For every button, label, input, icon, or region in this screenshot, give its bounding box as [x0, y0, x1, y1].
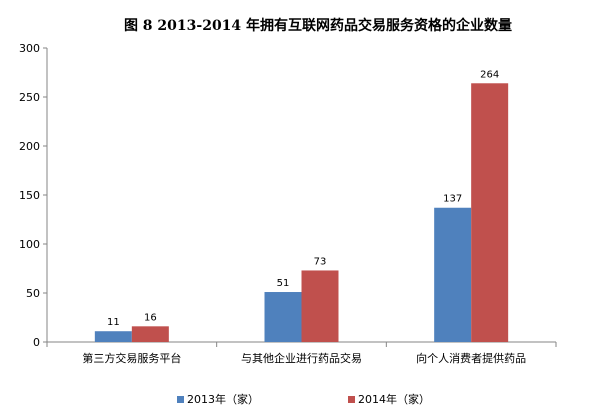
x-category-label: 向个人消费者提供药品 — [416, 351, 526, 365]
y-tick-label: 100 — [19, 238, 40, 251]
legend-swatch — [177, 396, 184, 403]
x-category-label: 第三方交易服务平台 — [82, 351, 181, 365]
data-label: 264 — [480, 69, 499, 80]
chart-title: 图 8 2013-2014 年拥有互联网药品交易服务资格的企业数量 — [124, 17, 512, 34]
y-tick-label: 0 — [33, 336, 40, 349]
bar — [264, 292, 302, 342]
y-tick-label: 200 — [19, 140, 40, 153]
category-labels: 第三方交易服务平台 与其他企业进行药品交易 向个人消费者提供药品 — [82, 351, 526, 365]
data-label: 51 — [277, 278, 290, 289]
y-tick-label: 250 — [19, 91, 40, 104]
bar — [94, 331, 132, 342]
y-tick-label: 150 — [19, 189, 40, 202]
legend-label: 2013年（家） — [187, 392, 259, 406]
legend: 2013年（家） 2014年（家） — [177, 392, 430, 406]
data-label: 73 — [314, 256, 327, 267]
bar — [471, 83, 509, 342]
bars: 11 16 51 73 137 264 — [94, 69, 509, 342]
bar — [301, 270, 339, 342]
data-label: 11 — [107, 317, 120, 328]
y-axis-ticks: 0 50 100 150 200 250 300 — [19, 42, 47, 349]
y-tick-label: 50 — [26, 287, 40, 300]
data-label: 137 — [443, 194, 462, 205]
bar — [434, 207, 472, 342]
x-category-label: 与其他企业进行药品交易 — [241, 351, 362, 365]
legend-label: 2014年（家） — [358, 392, 430, 406]
y-tick-label: 300 — [19, 42, 40, 55]
legend-swatch — [348, 396, 355, 403]
data-label: 16 — [144, 312, 157, 323]
bar — [131, 326, 169, 342]
